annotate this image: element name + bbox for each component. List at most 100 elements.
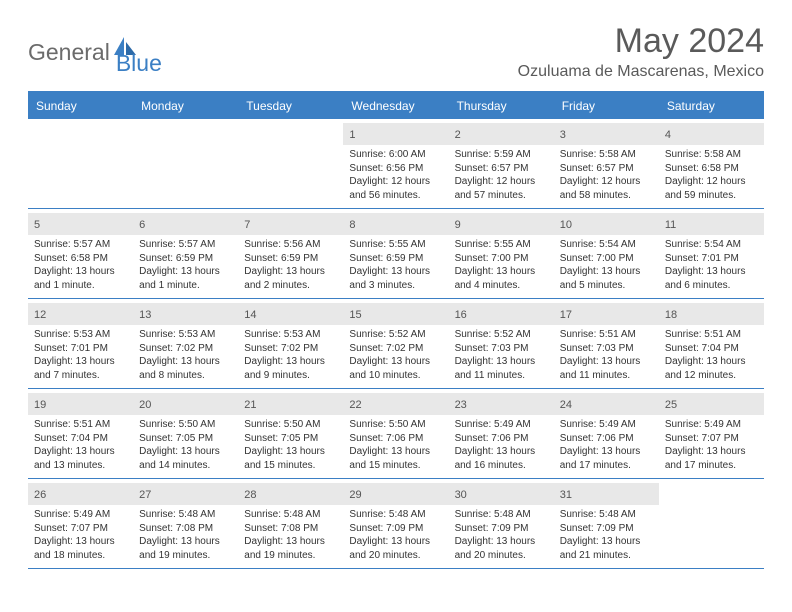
- day-info: Sunrise: 5:53 AMSunset: 7:02 PMDaylight:…: [139, 328, 232, 382]
- day-number: 27: [139, 489, 151, 501]
- day-cell: 25Sunrise: 5:49 AMSunset: 7:07 PMDayligh…: [659, 389, 764, 478]
- day-header: Tuesday: [238, 93, 343, 119]
- day-cell: 10Sunrise: 5:54 AMSunset: 7:00 PMDayligh…: [554, 209, 659, 298]
- daynum-bar: 9: [449, 213, 554, 235]
- day-cell: 15 Sunrise: 5:52 AMSunset: 7:02 PMDayligh…: [343, 299, 448, 388]
- day-cell: 17 Sunrise: 5:51 AMSunset: 7:03 PMDayligh…: [554, 299, 659, 388]
- week-row: 5Sunrise: 5:57 AMSunset: 6:58 PMDaylight…: [28, 209, 764, 299]
- daynum-bar: 21: [238, 393, 343, 415]
- daynum-bar: 14: [238, 303, 343, 325]
- day-info: Sunrise: 5:49 AMSunset: 7:07 PMDaylight:…: [34, 508, 127, 562]
- calendar-grid: SundayMondayTuesdayWednesdayThursdayFrid…: [28, 91, 764, 569]
- daynum-bar: 11: [659, 213, 764, 235]
- daynum-bar: 2: [449, 123, 554, 145]
- day-number: 31: [560, 489, 572, 501]
- day-info: Sunrise: 5:55 AMSunset: 6:59 PMDaylight:…: [349, 238, 442, 292]
- day-cell: 24Sunrise: 5:49 AMSunset: 7:06 PMDayligh…: [554, 389, 659, 478]
- day-cell: 18Sunrise: 5:51 AMSunset: 7:04 PMDayligh…: [659, 299, 764, 388]
- day-info: Sunrise: 5:51 AMSunset: 7:03 PMDaylight:…: [560, 328, 653, 382]
- day-number: 17: [560, 309, 572, 321]
- day-cell: 11 Sunrise: 5:54 AMSunset: 7:01 PMDayligh…: [659, 209, 764, 298]
- day-info: Sunrise: 5:54 AMSunset: 7:01 PMDaylight:…: [665, 238, 758, 292]
- daynum-bar: 28: [238, 483, 343, 505]
- day-number: 12: [34, 309, 46, 321]
- daynum-bar: 15: [343, 303, 448, 325]
- daynum-bar: 13: [133, 303, 238, 325]
- day-cell: 23Sunrise: 5:49 AMSunset: 7:06 PMDayligh…: [449, 389, 554, 478]
- title-block: May 2024 Ozuluama de Mascarenas, Mexico: [518, 22, 764, 83]
- daynum-bar: 20: [133, 393, 238, 415]
- day-number: 20: [139, 399, 151, 411]
- daynum-bar: 16: [449, 303, 554, 325]
- day-cell: 8 Sunrise: 5:55 AMSunset: 6:59 PMDaylight…: [343, 209, 448, 298]
- day-info: Sunrise: 5:57 AMSunset: 6:59 PMDaylight:…: [139, 238, 232, 292]
- day-info: Sunrise: 5:52 AMSunset: 7:02 PMDaylight:…: [349, 328, 442, 382]
- daynum-bar: 26: [28, 483, 133, 505]
- day-header: Monday: [133, 93, 238, 119]
- day-number: 11: [665, 219, 676, 231]
- day-info: Sunrise: 5:50 AMSunset: 7:05 PMDaylight:…: [244, 418, 337, 472]
- day-cell: 13 Sunrise: 5:53 AMSunset: 7:02 PMDayligh…: [133, 299, 238, 388]
- day-number: 6: [139, 219, 145, 231]
- day-cell: 2 Sunrise: 5:59 AMSunset: 6:57 PMDaylight…: [449, 119, 554, 208]
- daynum-bar: 12: [28, 303, 133, 325]
- day-number: 9: [455, 219, 461, 231]
- day-number: 22: [349, 399, 361, 411]
- day-number: 16: [455, 309, 467, 321]
- day-number: 19: [34, 399, 46, 411]
- day-cell: 29 Sunrise: 5:48 AMSunset: 7:09 PMDayligh…: [343, 479, 448, 568]
- day-number: 21: [244, 399, 256, 411]
- day-number: 30: [455, 489, 467, 501]
- day-number: 29: [349, 489, 361, 501]
- daynum-bar: 4: [659, 123, 764, 145]
- day-number: 13: [139, 309, 151, 321]
- day-headers-row: SundayMondayTuesdayWednesdayThursdayFrid…: [28, 93, 764, 119]
- day-number: 10: [560, 219, 572, 231]
- empty-cell: [28, 119, 133, 208]
- day-cell: 26 Sunrise: 5:49 AMSunset: 7:07 PMDayligh…: [28, 479, 133, 568]
- day-cell: 22 Sunrise: 5:50 AMSunset: 7:06 PMDayligh…: [343, 389, 448, 478]
- empty-cell: [659, 479, 764, 568]
- day-header: Saturday: [659, 93, 764, 119]
- day-header: Friday: [554, 93, 659, 119]
- day-info: Sunrise: 5:48 AMSunset: 7:09 PMDaylight:…: [560, 508, 653, 562]
- daynum-bar: 31: [554, 483, 659, 505]
- day-cell: 30 Sunrise: 5:48 AMSunset: 7:09 PMDayligh…: [449, 479, 554, 568]
- day-info: Sunrise: 5:58 AMSunset: 6:57 PMDaylight:…: [560, 148, 653, 202]
- weeks-container: 1Sunrise: 6:00 AMSunset: 6:56 PMDaylight…: [28, 119, 764, 569]
- month-title: May 2024: [518, 22, 764, 61]
- day-info: Sunrise: 5:50 AMSunset: 7:06 PMDaylight:…: [349, 418, 442, 472]
- day-info: Sunrise: 5:56 AMSunset: 6:59 PMDaylight:…: [244, 238, 337, 292]
- day-cell: 4Sunrise: 5:58 AMSunset: 6:58 PMDaylight…: [659, 119, 764, 208]
- daynum-bar: 6: [133, 213, 238, 235]
- day-cell: 16Sunrise: 5:52 AMSunset: 7:03 PMDayligh…: [449, 299, 554, 388]
- day-cell: 21 Sunrise: 5:50 AMSunset: 7:05 PMDayligh…: [238, 389, 343, 478]
- day-info: Sunrise: 5:48 AMSunset: 7:09 PMDaylight:…: [455, 508, 548, 562]
- day-cell: 27Sunrise: 5:48 AMSunset: 7:08 PMDayligh…: [133, 479, 238, 568]
- calendar-page: General Blue May 2024 Ozuluama de Mascar…: [0, 0, 792, 591]
- daynum-bar: 29: [343, 483, 448, 505]
- week-row: 19Sunrise: 5:51 AMSunset: 7:04 PMDayligh…: [28, 389, 764, 479]
- day-info: Sunrise: 5:59 AMSunset: 6:57 PMDaylight:…: [455, 148, 548, 202]
- daynum-bar: 18: [659, 303, 764, 325]
- week-row: 26 Sunrise: 5:49 AMSunset: 7:07 PMDayligh…: [28, 479, 764, 569]
- day-info: Sunrise: 5:49 AMSunset: 7:06 PMDaylight:…: [560, 418, 653, 472]
- daynum-bar: 10: [554, 213, 659, 235]
- day-number: 26: [34, 489, 46, 501]
- day-number: 8: [349, 219, 355, 231]
- day-cell: 19Sunrise: 5:51 AMSunset: 7:04 PMDayligh…: [28, 389, 133, 478]
- day-number: 14: [244, 309, 256, 321]
- day-info: Sunrise: 5:48 AMSunset: 7:09 PMDaylight:…: [349, 508, 442, 562]
- daynum-bar: 19: [28, 393, 133, 415]
- day-cell: 20 Sunrise: 5:50 AMSunset: 7:05 PMDayligh…: [133, 389, 238, 478]
- day-info: Sunrise: 5:49 AMSunset: 7:07 PMDaylight:…: [665, 418, 758, 472]
- day-number: 5: [34, 219, 40, 231]
- day-header: Wednesday: [343, 93, 448, 119]
- day-info: Sunrise: 5:50 AMSunset: 7:05 PMDaylight:…: [139, 418, 232, 472]
- daynum-bar: 8: [343, 213, 448, 235]
- logo-text-blue: Blue: [116, 50, 162, 77]
- day-number: 23: [455, 399, 467, 411]
- location-label: Ozuluama de Mascarenas, Mexico: [518, 63, 764, 81]
- daynum-bar: 23: [449, 393, 554, 415]
- day-info: Sunrise: 5:53 AMSunset: 7:01 PMDaylight:…: [34, 328, 127, 382]
